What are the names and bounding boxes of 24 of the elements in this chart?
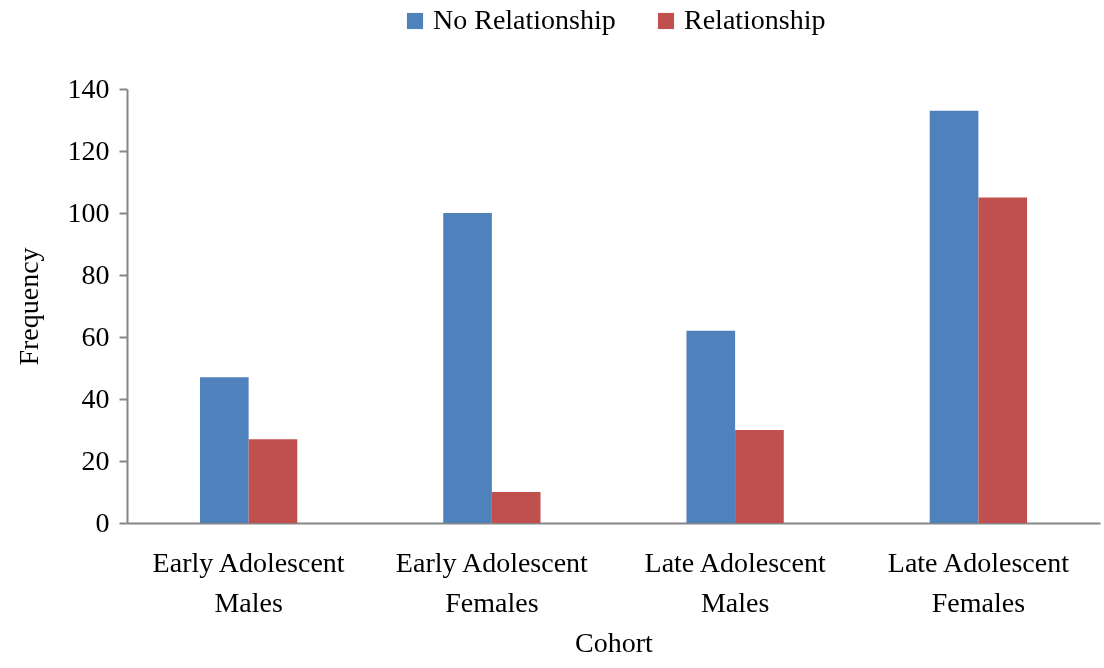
y-tick-label: 120 — [67, 134, 110, 166]
y-tick-label: 20 — [81, 444, 110, 476]
legend-label: No Relationship — [433, 4, 616, 35]
legend-label: Relationship — [684, 4, 826, 35]
bar — [443, 213, 492, 523]
x-axis-title: Cohort — [575, 626, 654, 658]
y-tick-label: 140 — [67, 72, 110, 104]
x-tick-label: Early Adolescent Females — [395, 546, 589, 618]
bar — [248, 439, 298, 523]
y-tick-label: 80 — [81, 258, 110, 290]
bar — [735, 430, 784, 523]
bar — [199, 377, 249, 523]
y-tick-label: 40 — [81, 382, 110, 414]
bar — [686, 330, 736, 523]
bar — [929, 110, 979, 523]
y-axis-title: Frequency — [12, 247, 44, 366]
x-tick-label: Late Adolescent Males — [644, 546, 826, 618]
x-tick-label: Early Adolescent Males — [152, 546, 345, 618]
y-tick-label: 0 — [95, 506, 110, 538]
y-tick-label: 60 — [81, 320, 110, 352]
bar — [491, 492, 541, 523]
bar — [978, 197, 1028, 523]
y-tick-label: 100 — [67, 196, 110, 228]
x-tick-label: Late Adolescent Females — [887, 546, 1070, 618]
